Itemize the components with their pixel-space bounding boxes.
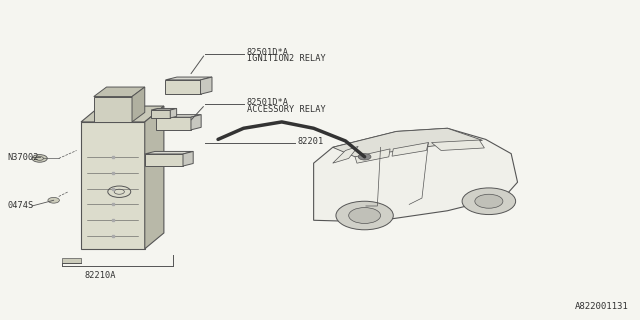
Text: A822001131: A822001131	[575, 302, 629, 311]
Circle shape	[358, 154, 371, 160]
Circle shape	[32, 155, 47, 162]
Polygon shape	[156, 115, 201, 117]
Circle shape	[462, 188, 516, 215]
Polygon shape	[81, 122, 145, 249]
Polygon shape	[156, 117, 191, 130]
Text: 0474S: 0474S	[8, 202, 34, 211]
Text: 82201: 82201	[298, 137, 324, 146]
Polygon shape	[170, 108, 177, 118]
Polygon shape	[62, 258, 81, 263]
Text: 82501D*A: 82501D*A	[246, 48, 289, 57]
Polygon shape	[314, 128, 518, 222]
Polygon shape	[333, 146, 358, 163]
Text: IGNITION2 RELAY: IGNITION2 RELAY	[246, 54, 326, 63]
Polygon shape	[183, 151, 193, 166]
Circle shape	[336, 201, 394, 230]
Polygon shape	[151, 110, 170, 118]
Text: ACCESSORY RELAY: ACCESSORY RELAY	[246, 105, 326, 114]
Polygon shape	[355, 149, 390, 163]
Polygon shape	[166, 77, 212, 80]
Polygon shape	[191, 115, 201, 130]
Polygon shape	[333, 128, 483, 157]
Polygon shape	[81, 106, 164, 122]
Polygon shape	[145, 151, 193, 154]
Polygon shape	[94, 87, 145, 97]
Circle shape	[349, 208, 381, 223]
Polygon shape	[166, 80, 200, 94]
Circle shape	[48, 197, 60, 203]
Circle shape	[475, 194, 503, 208]
Polygon shape	[145, 106, 164, 249]
Polygon shape	[392, 142, 428, 156]
Polygon shape	[132, 87, 145, 122]
Polygon shape	[94, 97, 132, 122]
Polygon shape	[431, 140, 484, 150]
Polygon shape	[151, 108, 177, 110]
Polygon shape	[145, 154, 183, 166]
Text: N37002: N37002	[8, 153, 39, 162]
Text: 82501D*A: 82501D*A	[246, 99, 289, 108]
Text: 82210A: 82210A	[84, 271, 116, 280]
Polygon shape	[200, 77, 212, 94]
